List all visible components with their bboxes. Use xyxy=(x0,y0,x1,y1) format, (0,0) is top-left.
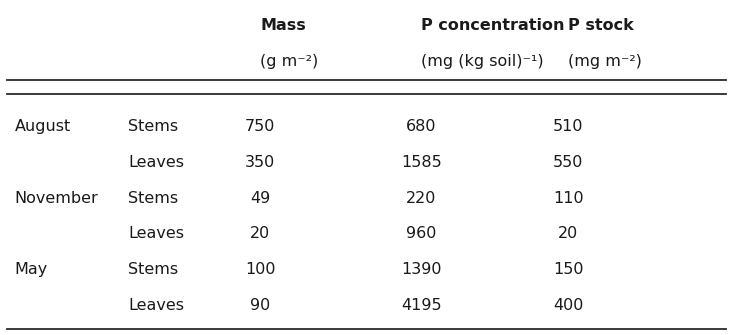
Text: 49: 49 xyxy=(250,191,270,206)
Text: Leaves: Leaves xyxy=(128,155,184,170)
Text: 90: 90 xyxy=(250,298,270,313)
Text: May: May xyxy=(15,262,48,277)
Text: 350: 350 xyxy=(245,155,276,170)
Text: November: November xyxy=(15,191,98,206)
Text: 510: 510 xyxy=(553,119,583,134)
Text: (g m⁻²): (g m⁻²) xyxy=(260,54,318,69)
Text: P concentration: P concentration xyxy=(421,18,565,34)
Text: 20: 20 xyxy=(558,226,578,242)
Text: 220: 220 xyxy=(406,191,437,206)
Text: 4195: 4195 xyxy=(401,298,442,313)
Text: Leaves: Leaves xyxy=(128,298,184,313)
Text: (mg (kg soil)⁻¹): (mg (kg soil)⁻¹) xyxy=(421,54,544,69)
Text: 20: 20 xyxy=(250,226,270,242)
Text: 1585: 1585 xyxy=(401,155,442,170)
Text: Mass: Mass xyxy=(260,18,306,34)
Text: 680: 680 xyxy=(406,119,437,134)
Text: 110: 110 xyxy=(553,191,583,206)
Text: 150: 150 xyxy=(553,262,583,277)
Text: 750: 750 xyxy=(245,119,276,134)
Text: Stems: Stems xyxy=(128,262,178,277)
Text: Stems: Stems xyxy=(128,191,178,206)
Text: 550: 550 xyxy=(553,155,583,170)
Text: Stems: Stems xyxy=(128,119,178,134)
Text: 960: 960 xyxy=(406,226,437,242)
Text: Leaves: Leaves xyxy=(128,226,184,242)
Text: (mg m⁻²): (mg m⁻²) xyxy=(568,54,642,69)
Text: 100: 100 xyxy=(245,262,276,277)
Text: 1390: 1390 xyxy=(401,262,442,277)
Text: P stock: P stock xyxy=(568,18,634,34)
Text: 400: 400 xyxy=(553,298,583,313)
Text: August: August xyxy=(15,119,71,134)
